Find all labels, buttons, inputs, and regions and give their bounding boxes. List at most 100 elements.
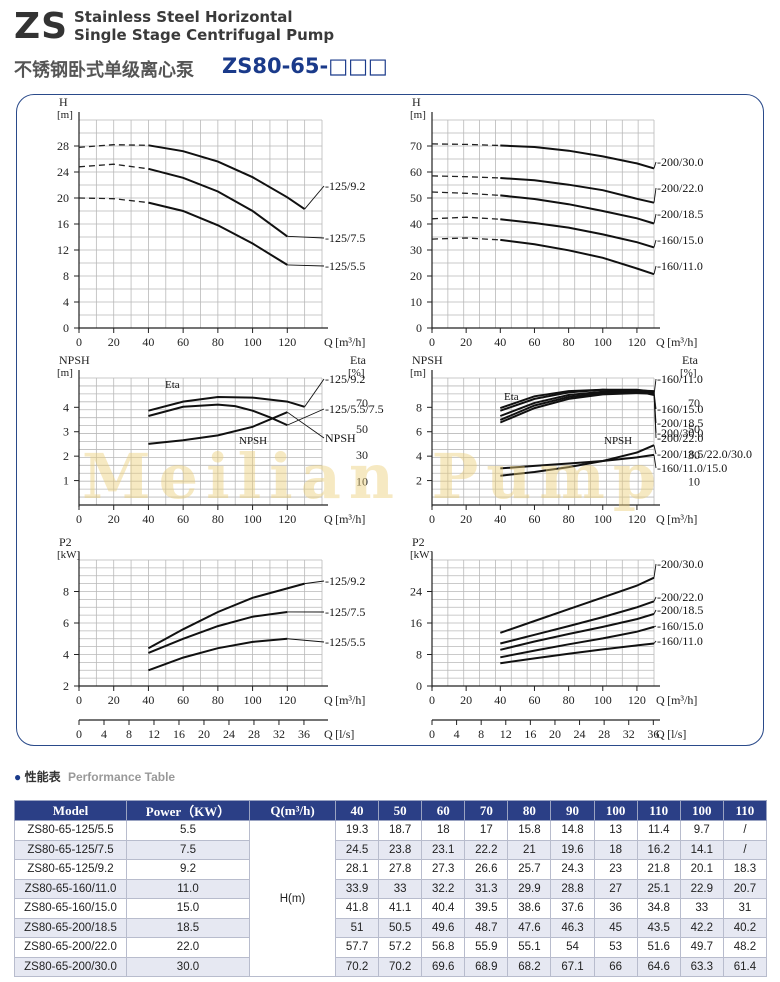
curve-leader [653, 454, 657, 469]
head-value-cell: 33 [679, 898, 724, 919]
head-value-cell: 29.9 [507, 878, 552, 899]
head-value-cell: 24.3 [550, 859, 595, 880]
y2-tick-label: 70 [688, 396, 700, 410]
x-tick-label: 120 [628, 693, 646, 707]
y-axis-label: P2 [59, 535, 72, 549]
head-value-cell: 28.8 [550, 878, 595, 899]
y-tick-label: 0 [416, 679, 422, 693]
table-row: ZS80-65-160/11.0 11.0 33.9 33 32.2 31.3 29.9 28… [14, 878, 768, 899]
npsh-annotation: NPSH [239, 435, 267, 447]
head-value-cell: 56.8 [421, 937, 466, 958]
table-row: ZS80-65-200/30.0 30.0 70.2 70.2 69.6 68.9 68.2… [14, 956, 768, 977]
head-value-cell: 49.7 [679, 937, 724, 958]
curve-label: -160/15.0 [657, 402, 703, 416]
chart-panel [16, 94, 764, 746]
y-tick-label: 8 [63, 585, 69, 599]
x-axis-label: Q [m³/h] [656, 335, 697, 349]
head-value-cell: 37.6 [550, 898, 595, 919]
x2-tick-label: 8 [126, 727, 132, 741]
head-value-cell: 26.6 [464, 859, 509, 880]
curve [500, 144, 655, 170]
curve-label: -125/9.2 [325, 179, 365, 193]
power-cell: 7.5 [126, 839, 250, 860]
header-q-value: 50 [378, 800, 423, 821]
curve-dashed [431, 216, 501, 220]
power-cell: 22.0 [126, 937, 250, 958]
head-value-cell: 18.3 [722, 859, 768, 880]
y2-axis-label: Eta [350, 353, 367, 367]
head-value-cell: 14.8 [550, 820, 595, 841]
x-tick-label: 120 [278, 335, 296, 349]
x2-tick-label: 16 [524, 727, 536, 741]
head-value-cell: 55.1 [507, 937, 552, 958]
y-axis-label: NPSH [412, 353, 443, 367]
y-tick-label: 2 [416, 474, 422, 488]
y-tick-label: 50 [410, 191, 422, 205]
curve [500, 600, 655, 645]
x2-tick-label: 20 [198, 727, 210, 741]
curve-leader [653, 563, 657, 578]
header-power: Power（KW） [126, 800, 250, 821]
y-tick-label: 16 [410, 616, 422, 630]
power-cell: 9.2 [126, 859, 250, 880]
y-axis-unit: [m] [57, 109, 73, 121]
x-tick-label: 60 [528, 512, 540, 526]
y-tick-label: 28 [57, 139, 69, 153]
curve-label: -200/22.0 [657, 590, 703, 604]
y-tick-label: 8 [416, 400, 422, 414]
curve-leader [653, 640, 657, 644]
head-value-cell: 18.7 [378, 820, 423, 841]
curve-leader [653, 609, 657, 615]
y2-tick-label: 10 [356, 474, 368, 488]
x2-tick-label: 20 [549, 727, 561, 741]
curve-leader [287, 264, 325, 267]
curve-label: -160/11.0 [657, 259, 703, 273]
y2-axis-label: Eta [682, 353, 699, 367]
x-tick-label: 0 [76, 693, 82, 707]
x2-axis-label: Q [l/s] [656, 727, 686, 741]
x-tick-label: 20 [460, 335, 472, 349]
x2-tick-label: 28 [598, 727, 610, 741]
curve-leader [287, 408, 325, 426]
x-tick-label: 60 [528, 335, 540, 349]
y-tick-label: 10 [410, 295, 422, 309]
curve-leader [653, 265, 657, 275]
y-tick-label: 4 [63, 648, 69, 662]
head-value-cell: 20.7 [722, 878, 768, 899]
curve [500, 218, 655, 249]
curve-label: -160/11.0/15.0 [657, 461, 727, 475]
table-header-row: Model Power（KW） Q(m³/h) 40 50 60 70 80 90 100 1… [14, 800, 768, 821]
y-tick-label: 4 [416, 449, 422, 463]
x2-tick-label: 28 [248, 727, 260, 741]
head-value-cell: 40.2 [722, 917, 768, 938]
head-value-cell: 16.2 [636, 839, 681, 860]
y-tick-label: 4 [63, 400, 69, 414]
head-value-cell: 31.3 [464, 878, 509, 899]
header-q-value: 100 [593, 800, 638, 821]
x-tick-label: 80 [212, 693, 224, 707]
head-value-cell: 67.1 [550, 956, 595, 977]
y-tick-label: 16 [57, 217, 69, 231]
y-tick-label: 1 [63, 474, 69, 488]
curve-leader [287, 638, 325, 643]
head-value-cell: 13 [593, 820, 638, 841]
y2-tick-label: 30 [688, 448, 700, 462]
x-tick-label: 100 [244, 335, 262, 349]
header-q-value: 100 [679, 800, 724, 821]
y-tick-label: 60 [410, 165, 422, 179]
performance-title-cn: 性能表 [24, 770, 61, 784]
head-label-cell: H(m) [249, 820, 336, 977]
head-value-cell: 20.1 [679, 859, 724, 880]
curve-dashed [78, 144, 149, 148]
curve [500, 612, 655, 651]
y2-tick-label: 50 [688, 422, 700, 436]
x-axis-label: Q [m³/h] [324, 512, 365, 526]
title-line-1: Stainless Steel Horizontal [74, 8, 293, 26]
y-tick-label: 70 [410, 139, 422, 153]
y-axis-label: H [59, 95, 68, 109]
y2-axis-unit: [%] [680, 367, 697, 379]
head-value-cell: 63.3 [679, 956, 724, 977]
head-value-cell: 46.3 [550, 917, 595, 938]
curve-dashed [431, 175, 501, 179]
curve [499, 576, 655, 634]
